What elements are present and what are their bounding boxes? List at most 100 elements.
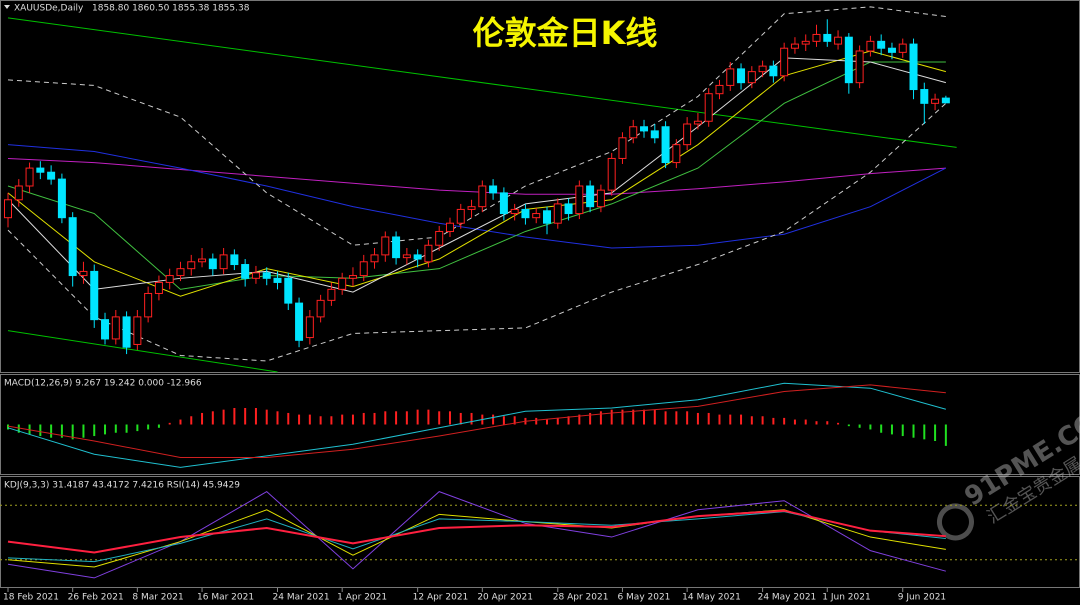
candle-body xyxy=(726,68,735,86)
candle-body xyxy=(672,144,681,164)
candle-body xyxy=(877,40,886,49)
candle-body xyxy=(855,50,864,84)
symbol-label: XAUUSDe,Daily xyxy=(14,4,84,14)
candle-body xyxy=(844,36,853,84)
candle-body xyxy=(499,192,508,215)
candle-body xyxy=(370,254,379,263)
candle-body xyxy=(241,264,250,279)
candle-body xyxy=(737,68,746,84)
candle-body xyxy=(553,203,562,224)
candle-body xyxy=(251,272,260,279)
candle-body xyxy=(607,157,616,191)
candle-body xyxy=(111,316,120,340)
candle-body xyxy=(683,123,692,146)
candle-body xyxy=(478,185,487,208)
candle-body xyxy=(101,319,110,340)
candle-body xyxy=(445,222,454,232)
candle-body xyxy=(758,65,767,73)
candle-body xyxy=(510,208,519,215)
candle-body xyxy=(790,43,799,49)
quote-label: 1858.80 1860.50 1855.38 1855.38 xyxy=(92,4,250,14)
candle-body xyxy=(219,254,228,270)
candle-body xyxy=(489,185,498,194)
candle-body xyxy=(392,236,401,259)
candle-body xyxy=(586,185,595,208)
candle-body xyxy=(284,277,293,304)
indicator-line xyxy=(7,50,946,297)
candle-body xyxy=(941,97,950,104)
candle-body xyxy=(359,261,368,277)
candle-body xyxy=(931,98,940,104)
candle-body xyxy=(381,236,390,256)
candle-body xyxy=(198,258,207,263)
candle-body xyxy=(273,277,282,283)
candle-body xyxy=(338,277,347,290)
candle-body xyxy=(650,130,659,139)
candle-body xyxy=(57,178,66,219)
x-tick-label: 12 Apr 2021 xyxy=(413,593,469,603)
watermark-logo xyxy=(936,503,974,541)
candle-body xyxy=(122,316,131,348)
macd-label: MACD(12,26,9) 9.267 19.242 0.000 -12.966 xyxy=(4,379,202,389)
candle-body xyxy=(295,302,304,341)
macd-line xyxy=(7,382,946,468)
indicator-line xyxy=(7,144,947,249)
candle-body xyxy=(909,43,918,91)
candle-body xyxy=(4,199,12,219)
kdj-label: KDJ(9,3,3) 31.4187 43.4172 7.4216 RSI(14… xyxy=(4,481,240,491)
candle-body xyxy=(780,47,789,77)
x-tick-label: 8 Mar 2021 xyxy=(132,593,183,603)
candle-body xyxy=(262,272,271,279)
menu-arrow[interactable] xyxy=(4,5,10,9)
candle-body xyxy=(564,203,573,215)
x-tick-label: 9 Jun 2021 xyxy=(898,593,946,603)
candle-body xyxy=(36,167,45,173)
candle-body xyxy=(866,40,875,52)
candle-body xyxy=(154,281,163,294)
x-tick-label: 6 May 2021 xyxy=(617,593,670,603)
candle-body xyxy=(90,270,99,321)
candle-body xyxy=(467,206,476,210)
candle-body xyxy=(47,171,56,180)
candle-body xyxy=(887,47,896,53)
x-tick-label: 28 Apr 2021 xyxy=(553,593,609,603)
candle-body xyxy=(305,316,314,339)
indicator-line xyxy=(7,17,957,148)
candle-body xyxy=(823,33,832,42)
candle-body xyxy=(661,126,670,164)
candle-body xyxy=(521,208,530,219)
candle-body xyxy=(424,244,433,263)
x-tick-label: 16 Mar 2021 xyxy=(197,593,254,603)
candle-body xyxy=(812,33,821,42)
candle-body xyxy=(704,93,713,122)
indicator-line xyxy=(7,102,947,362)
macd-line xyxy=(7,384,946,458)
candle-body xyxy=(68,217,77,277)
candle-body xyxy=(715,84,724,95)
candle-body xyxy=(176,268,185,277)
candle-body xyxy=(920,89,929,104)
kdj-line xyxy=(7,491,946,579)
candle-body xyxy=(769,65,778,77)
candle-body xyxy=(348,275,357,279)
candle-body xyxy=(629,126,638,139)
candle-body xyxy=(14,185,23,201)
candle-body xyxy=(435,230,444,246)
candle-body xyxy=(165,275,174,283)
candle-body xyxy=(834,36,843,45)
candle-body xyxy=(618,137,627,159)
candle-body xyxy=(693,120,702,125)
candle-body xyxy=(25,167,34,187)
x-tick-label: 18 Feb 2021 xyxy=(3,593,59,603)
x-tick-label: 26 Feb 2021 xyxy=(68,593,124,603)
candle-body xyxy=(532,213,541,219)
candle-body xyxy=(79,270,88,277)
candle-body xyxy=(640,126,649,132)
candle-body xyxy=(187,261,196,270)
candle-body xyxy=(898,43,907,53)
x-tick-label: 1 Jun 2021 xyxy=(822,593,870,603)
candle-body xyxy=(801,40,810,45)
